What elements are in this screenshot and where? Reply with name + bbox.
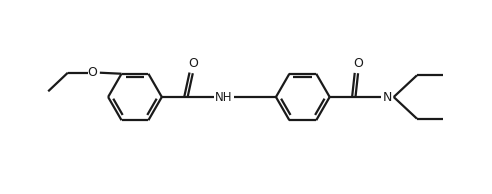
Text: O: O: [354, 57, 364, 70]
Text: N: N: [382, 90, 392, 104]
Text: O: O: [188, 57, 198, 70]
Text: NH: NH: [215, 90, 232, 104]
Text: O: O: [88, 66, 97, 79]
